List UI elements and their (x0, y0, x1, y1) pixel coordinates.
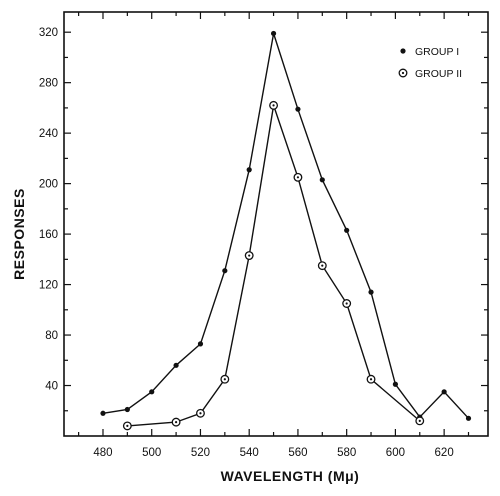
x-tick-labels: 480 500 520 540 560 580 600 620 (93, 447, 453, 459)
data-point (270, 30, 277, 37)
y-tick-label: 240 (39, 128, 58, 140)
legend-marker (398, 68, 408, 78)
data-point (173, 362, 179, 368)
data-point (344, 227, 350, 233)
data-point (124, 406, 130, 413)
data-point (293, 172, 303, 182)
data-point (149, 389, 155, 395)
data-point (368, 289, 374, 295)
data-point (441, 389, 447, 395)
x-tick-label: 600 (386, 447, 405, 459)
data-point (366, 374, 376, 384)
data-point (171, 417, 181, 427)
series-2 (122, 100, 425, 431)
series-line (102, 33, 470, 419)
data-point (342, 299, 352, 308)
y-tick-label: 80 (45, 330, 58, 342)
data-point (244, 251, 254, 260)
data-point (222, 268, 228, 274)
data-point (392, 381, 399, 387)
x-tick-label: 500 (142, 447, 161, 459)
legend: GROUP I GROUP II (398, 46, 462, 80)
x-tick-label: 540 (240, 447, 259, 459)
y-tick-label: 40 (45, 381, 58, 393)
x-tick-label: 560 (288, 447, 307, 459)
data-point (317, 261, 327, 271)
legend-label: GROUP I (415, 46, 459, 58)
series-1 (100, 30, 472, 421)
data-point (197, 341, 204, 347)
data-point (415, 416, 425, 426)
data-point (319, 177, 325, 183)
data-point (196, 408, 205, 418)
y-tick-label: 200 (39, 179, 58, 191)
series-line (127, 105, 421, 427)
data-point (100, 410, 106, 416)
x-tick-label: 520 (191, 447, 210, 459)
y-tick-label: 280 (39, 78, 58, 90)
y-tick-label: 120 (39, 280, 58, 292)
legend-marker (400, 48, 406, 54)
data-point (246, 167, 252, 173)
y-tick-labels: 40 80 120 160 200 240 280 320 (39, 27, 58, 392)
data-point (269, 100, 279, 110)
series-layer (100, 30, 472, 431)
x-tick-label: 480 (93, 447, 112, 459)
y-axis-title: RESPONSES (11, 188, 27, 280)
y-tick-label: 320 (39, 27, 58, 39)
plot-frame (63, 11, 489, 437)
y-tick-label: 160 (39, 229, 58, 241)
data-point (295, 106, 301, 112)
data-point (465, 415, 472, 421)
legend-label: GROUP II (415, 68, 462, 80)
data-point (122, 421, 132, 431)
x-tick-label: 580 (337, 447, 356, 459)
x-tick-label: 620 (435, 447, 454, 459)
x-axis-title: WAVELENGTH (Mμ) (221, 468, 360, 484)
data-point (220, 374, 230, 384)
